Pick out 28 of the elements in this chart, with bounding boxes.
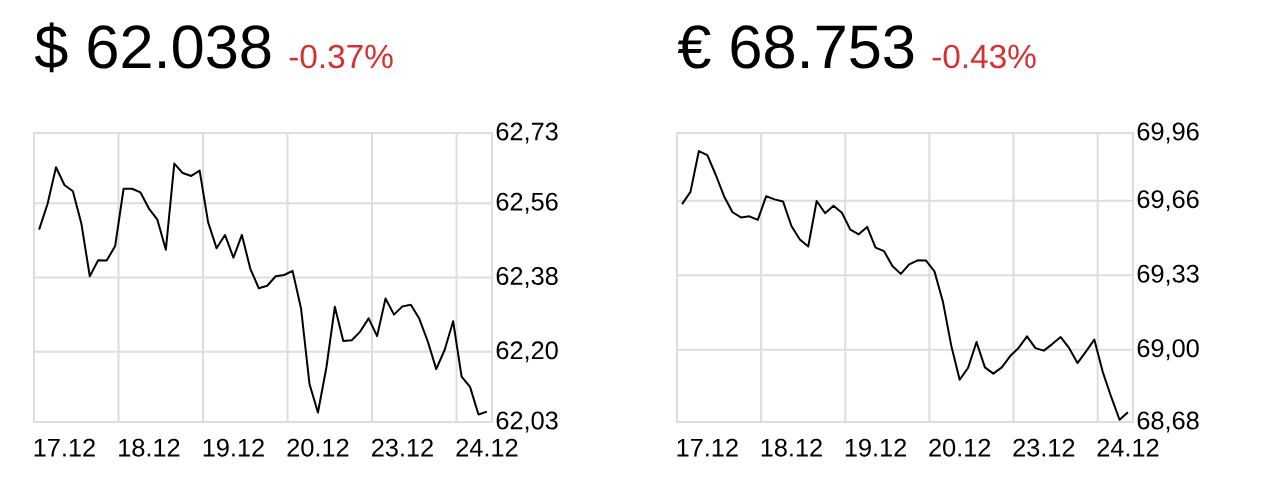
line-series	[681, 150, 1129, 421]
chart-subtitle: -0.43%	[932, 44, 1036, 69]
y-tick-label: 62,03	[496, 411, 558, 433]
y-tick-label: 69,96	[1137, 122, 1199, 144]
y-tick-label: 62,73	[496, 122, 558, 144]
chart-subtitle: -0.37%	[289, 44, 393, 69]
x-tick-label: 20.12	[929, 438, 991, 457]
x-tick-label: 18.12	[119, 438, 180, 457]
x-tick-label: 17.12	[677, 438, 738, 457]
x-tick-label: 24.12	[456, 438, 518, 457]
x-tick-label: 17.12	[34, 438, 95, 457]
chart-title: € 68.753	[677, 25, 914, 69]
y-tick-label: 62,20	[496, 341, 558, 363]
x-tick-label: 19.12	[203, 438, 264, 457]
y-tick-label: 62,38	[496, 267, 558, 288]
y-tick-label: 62,56	[496, 192, 558, 214]
x-tick-label: 20.12	[287, 438, 349, 457]
chart-title: $ 62.038	[34, 22, 271, 73]
y-tick-label: 69,00	[1137, 339, 1199, 361]
y-tick-label: 68,68	[1137, 411, 1199, 433]
x-tick-label: 19.12	[845, 438, 906, 457]
line-series	[38, 162, 488, 416]
x-tick-label: 23.12	[1013, 438, 1075, 457]
x-tick-label: 18.12	[761, 438, 822, 457]
y-tick-label: 69,33	[1137, 264, 1199, 286]
x-tick-label: 23.12	[372, 438, 433, 457]
y-tick-label: 69,66	[1137, 190, 1199, 212]
x-tick-label: 24.12	[1097, 438, 1159, 457]
